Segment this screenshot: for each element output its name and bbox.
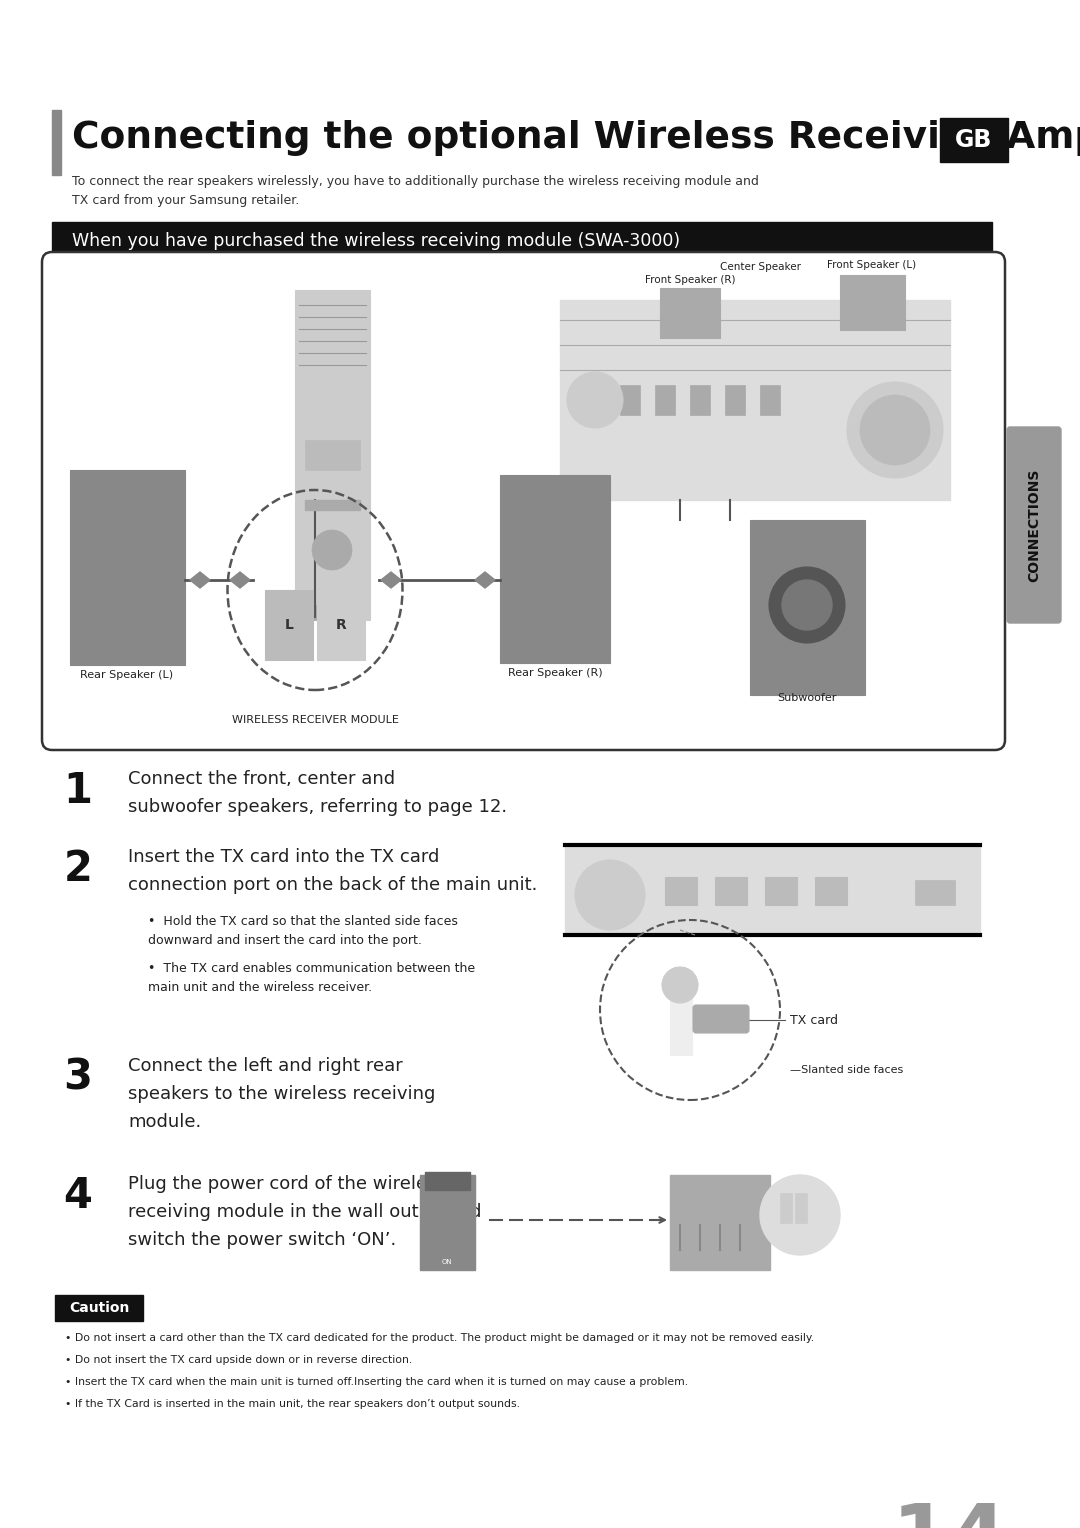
Text: GB: GB [956,128,993,151]
Bar [760,385,780,416]
Text: ON: ON [442,1259,453,1265]
Circle shape [567,371,623,428]
FancyBboxPatch shape [42,252,1005,750]
Bar [940,118,1008,162]
Bar [300,605,365,620]
Polygon shape [381,571,401,588]
Text: 2: 2 [64,848,93,889]
Bar [265,590,313,660]
Text: Subwoofer: Subwoofer [778,694,837,703]
Text: R: R [336,617,347,633]
Text: •  Hold the TX card so that the slanted side faces
downward and insert the card : • Hold the TX card so that the slanted s… [148,915,458,947]
Text: • If the TX Card is inserted in the main unit, the rear speakers don’t output so: • If the TX Card is inserted in the main… [65,1400,519,1409]
Bar [620,385,640,416]
Text: 4: 4 [64,1175,93,1216]
Polygon shape [190,571,210,588]
Bar [660,287,720,338]
Bar [670,1175,770,1270]
Text: • Do not insert a card other than the TX card dedicated for the product. The pro: • Do not insert a card other than the TX… [65,1332,814,1343]
Bar [840,275,905,330]
Text: Plug the power cord of the wireless
receiving module in the wall outlet and
swit: Plug the power cord of the wireless rece… [129,1175,482,1248]
Bar [654,385,675,416]
Bar [690,385,710,416]
Bar [70,471,185,665]
Bar [426,1172,470,1190]
Bar [765,877,797,905]
Circle shape [782,581,832,630]
Circle shape [312,530,352,570]
Text: TX card: TX card [789,1013,838,1027]
Text: Connect the front, center and
subwoofer speakers, referring to page 12.: Connect the front, center and subwoofer … [129,770,508,816]
Bar [715,877,747,905]
Bar [565,845,980,935]
Bar [318,590,365,660]
Text: Rear Speaker (L): Rear Speaker (L) [80,669,174,680]
Text: —Slanted side faces: —Slanted side faces [789,1065,903,1076]
Circle shape [860,396,930,465]
Text: L: L [284,617,294,633]
Text: 14: 14 [892,1500,1008,1528]
Bar [795,1193,807,1222]
Circle shape [760,1175,840,1254]
Polygon shape [230,571,249,588]
Text: 3: 3 [64,1057,93,1099]
Bar [295,290,370,620]
FancyBboxPatch shape [693,1005,750,1033]
Bar [420,1175,475,1270]
Bar [305,500,360,510]
Text: • Do not insert the TX card upside down or in reverse direction.: • Do not insert the TX card upside down … [65,1355,413,1365]
Bar [500,475,610,663]
Bar [780,1193,792,1222]
Text: Front Speaker (R): Front Speaker (R) [645,275,735,286]
Text: CONNECTIONS: CONNECTIONS [1027,468,1041,582]
Bar [561,299,950,500]
Text: 1: 1 [64,770,93,811]
Text: Connecting the optional Wireless Receiving Amplifier: Connecting the optional Wireless Receivi… [72,121,1080,156]
Text: Caution: Caution [69,1300,130,1316]
Bar [670,970,692,1054]
Bar [55,1296,143,1322]
Text: When you have purchased the wireless receiving module (SWA-3000): When you have purchased the wireless rec… [72,232,680,251]
Circle shape [575,860,645,931]
Text: WIRELESS RECEIVER MODULE: WIRELESS RECEIVER MODULE [231,715,399,724]
FancyBboxPatch shape [1007,426,1061,623]
Text: Center Speaker: Center Speaker [719,261,800,272]
Bar [915,880,955,905]
Bar [750,520,865,695]
Circle shape [769,567,845,643]
Text: •  The TX card enables communication between the
main unit and the wireless rece: • The TX card enables communication betw… [148,963,475,995]
Bar [305,440,360,471]
Text: To connect the rear speakers wirelessly, you have to additionally purchase the w: To connect the rear speakers wirelessly,… [72,176,759,206]
Text: Rear Speaker (R): Rear Speaker (R) [508,668,603,678]
Text: Connect the left and right rear
speakers to the wireless receiving
module.: Connect the left and right rear speakers… [129,1057,435,1131]
Text: Front Speaker (L): Front Speaker (L) [827,260,917,270]
Polygon shape [475,571,495,588]
Bar [52,110,60,176]
Bar [52,222,993,258]
Text: • Insert the TX card when the main unit is turned off.Inserting the card when it: • Insert the TX card when the main unit … [65,1377,688,1387]
Circle shape [847,382,943,478]
Text: Insert the TX card into the TX card
connection port on the back of the main unit: Insert the TX card into the TX card conn… [129,848,538,894]
Bar [725,385,745,416]
Circle shape [662,967,698,1002]
Bar [665,877,697,905]
Bar [815,877,847,905]
